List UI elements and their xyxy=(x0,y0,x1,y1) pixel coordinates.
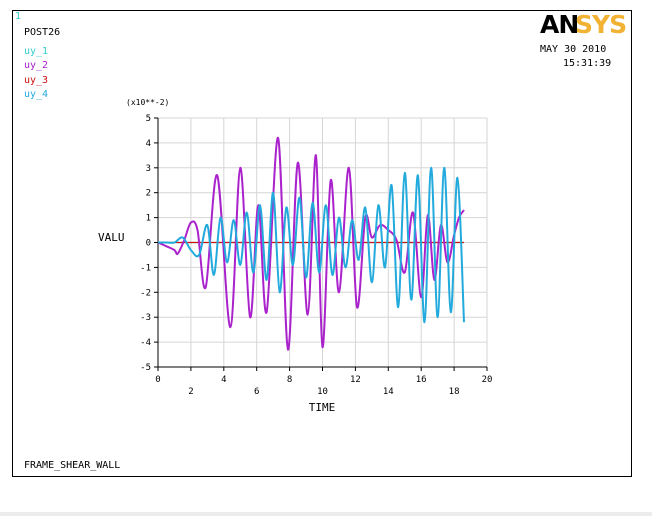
series-line-uy-4 xyxy=(158,166,465,324)
y-tick-label-7: 2 xyxy=(146,189,151,199)
x-tick-label-9: 18 xyxy=(449,387,460,397)
legend-entry-uy-3: uy_3 xyxy=(24,75,49,86)
x-tick-label-0: 0 xyxy=(155,375,160,385)
program-label: POST26 xyxy=(24,27,61,38)
ansys-logo: AN SYS xyxy=(540,12,630,38)
legend-entry-uy-1: uy_1 xyxy=(24,46,49,57)
x-tick-label-5: 10 xyxy=(317,387,328,397)
x-tick-label-2: 4 xyxy=(221,375,226,385)
y-axis-label: VALU xyxy=(98,231,125,244)
x-axis-label: TIME xyxy=(309,401,336,414)
x-tick-label-7: 14 xyxy=(383,387,394,397)
ansys-logo-sys: SYS xyxy=(575,10,627,39)
legend-entry-uy-4: uy_4 xyxy=(24,89,49,100)
legend-entry-uy-2: uy_2 xyxy=(24,60,49,71)
x-tick-label-8: 16 xyxy=(416,375,427,385)
y-tick-label-6: 1 xyxy=(146,214,151,224)
time-label: 15:31:39 xyxy=(563,58,612,69)
y-tick-label-1: -4 xyxy=(140,338,151,348)
x-tick-label-3: 6 xyxy=(254,387,259,397)
y-tick-label-0: -5 xyxy=(140,363,151,373)
y-tick-label-5: 0 xyxy=(146,239,151,249)
y-tick-label-4: -1 xyxy=(140,263,151,273)
y-tick-label-10: 5 xyxy=(146,114,151,124)
y-tick-label-9: 4 xyxy=(146,139,151,149)
x-tick-label-6: 12 xyxy=(350,375,361,385)
window-number: 1 xyxy=(15,11,22,22)
x-tick-label-4: 8 xyxy=(287,375,292,385)
y-tick-label-3: -2 xyxy=(140,288,151,298)
y-multiplier-label: (x10**-2) xyxy=(126,98,169,107)
y-tick-label-2: -3 xyxy=(140,313,151,323)
ansys-logo-an: AN xyxy=(540,10,579,39)
footer-jobname: FRAME_SHEAR_WALL xyxy=(24,460,121,471)
date-label: MAY 30 2010 xyxy=(540,44,607,55)
x-tick-label-10: 20 xyxy=(482,375,493,385)
x-tick-label-1: 2 xyxy=(188,387,193,397)
status-strip xyxy=(0,512,652,516)
y-tick-label-8: 3 xyxy=(146,164,151,174)
series-line-uy-2 xyxy=(157,136,465,351)
